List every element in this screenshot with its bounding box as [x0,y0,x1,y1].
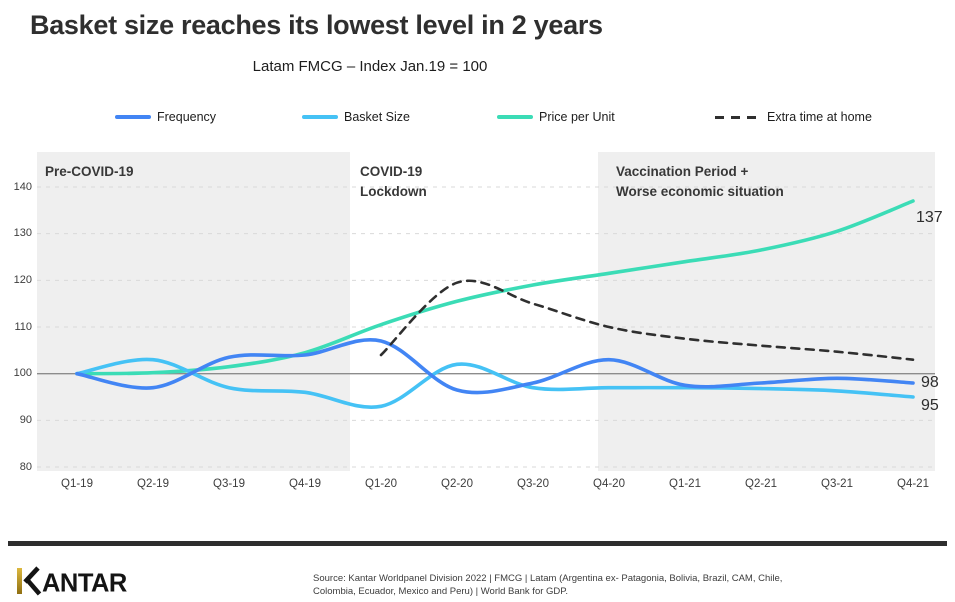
x-tick-label: Q4-21 [897,478,929,490]
page-title: Basket size reaches its lowest level in … [30,10,603,40]
x-tick-label: Q4-20 [593,478,625,490]
y-tick-label: 120 [13,273,32,286]
region-label-pre-covid: Pre-COVID-19 [45,164,134,179]
y-tick-label: 90 [19,413,32,426]
y-tick-label: 100 [13,367,32,380]
x-tick-label: Q2-21 [745,478,777,490]
source-line-1: Source: Kantar Worldpanel Division 2022 … [313,573,783,584]
x-tick-label: Q1-19 [61,478,93,490]
x-tick-label: Q2-20 [441,478,473,490]
x-tick-label: Q3-20 [517,478,549,490]
line-swatch-icon [115,115,151,119]
x-tick-label: Q3-19 [213,478,245,490]
legend-label: Extra time at home [767,110,872,124]
y-tick-label: 130 [13,227,32,240]
footer-divider [8,541,947,546]
source-line-2: Colombia, Ecuador, Mexico and Peru) | Wo… [313,585,569,597]
source-attribution: Source: Kantar Worldpanel Division 2022 … [313,573,873,598]
price-per-unit-end-value: 137 [916,209,943,226]
price-per-unit-line [75,199,915,376]
chart-subtitle: Latam FMCG – Index Jan.19 = 100 [252,58,488,75]
line-swatch-icon [497,115,533,119]
shaded-region [37,152,350,471]
kantar-logo-text: ANTAR [42,570,127,597]
legend-item-basket-size: Basket Size [302,108,410,126]
legend-label: Price per Unit [539,110,615,124]
region-label-vaccination: Vaccination Period + Worse economic situ… [616,164,784,199]
y-tick-label: 80 [19,460,32,473]
x-tick-label: Q1-21 [669,478,701,490]
frequency-line [75,338,915,395]
dashed-line-swatch-icon [715,115,761,119]
legend-item-extra-time-at-home: Extra time at home [715,108,872,126]
kantar-logo: ANTAR [17,566,127,597]
line-swatch-icon [302,115,338,119]
legend-label: Basket Size [344,110,411,124]
x-tick-label: Q1-20 [365,478,397,490]
y-tick-label: 140 [13,180,32,193]
extra-time-at-home-line [379,279,915,361]
y-tick-label: 110 [14,320,32,333]
basket-size-line [75,357,915,409]
kantar-logo-accent-bar [17,568,22,594]
legend-item-frequency: Frequency [115,108,216,126]
basket-size-end-value: 95 [921,397,939,414]
frequency-end-value: 98 [921,374,939,391]
x-tick-label: Q2-19 [137,478,169,490]
x-tick-label: Q3-21 [821,478,853,490]
region-label-covid-lockdown: COVID-19 Lockdown [360,164,427,199]
x-tick-label: Q4-19 [289,478,321,490]
legend-label: Frequency [157,110,217,124]
legend-item-price-per-unit: Price per Unit [497,108,615,126]
